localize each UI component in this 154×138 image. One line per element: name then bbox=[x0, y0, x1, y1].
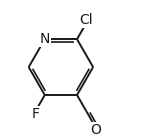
Text: O: O bbox=[90, 123, 101, 137]
Text: N: N bbox=[40, 32, 50, 46]
Text: Cl: Cl bbox=[80, 13, 93, 27]
Text: F: F bbox=[32, 107, 40, 121]
